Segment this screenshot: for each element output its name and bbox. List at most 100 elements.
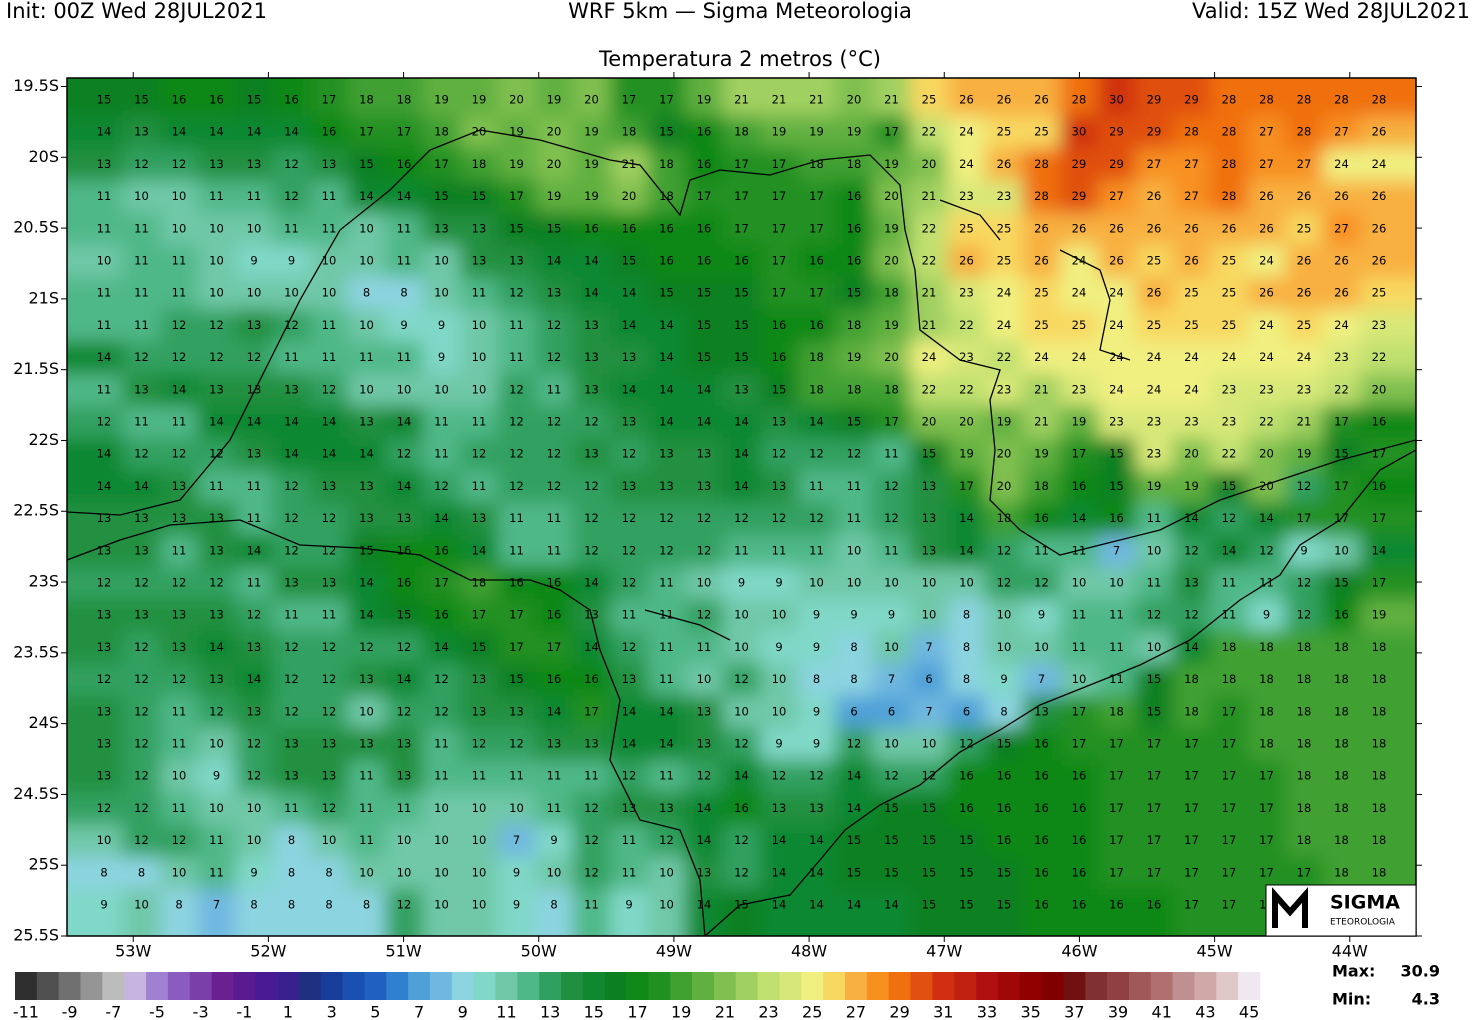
- temperature-label: 29: [1184, 93, 1199, 107]
- temperature-label: 18: [1372, 737, 1387, 751]
- temperature-label: 11: [659, 608, 674, 622]
- temperature-label: 22: [922, 221, 937, 235]
- temperature-label: 13: [97, 769, 112, 783]
- logo-mark: [1272, 887, 1308, 928]
- temperature-cell: [272, 631, 311, 664]
- temperature-cell: [272, 470, 311, 503]
- temperature-label: 17: [772, 157, 787, 171]
- temperature-label: 26: [1147, 221, 1162, 235]
- temperature-label: 29: [1109, 157, 1124, 171]
- temperature-cell: [722, 244, 761, 278]
- temperature-cell: [1022, 438, 1061, 471]
- temperature-label: 12: [322, 543, 337, 557]
- x-tick-label: 52W: [250, 942, 286, 961]
- temperature-label: 15: [659, 125, 674, 139]
- temperature-cell: [385, 341, 424, 375]
- temperature-cell: [835, 663, 874, 697]
- temperature-cell: [872, 695, 911, 729]
- temperature-label: 28: [1072, 93, 1087, 107]
- temperature-cell: [1285, 438, 1324, 471]
- temperature-cell: [422, 888, 461, 936]
- x-tick-label: 51W: [385, 942, 421, 961]
- temperature-cell: [1097, 502, 1136, 536]
- colorbar-label: 33: [977, 1003, 997, 1020]
- temperature-cell: [272, 856, 311, 890]
- temperature-label: 9: [813, 608, 820, 622]
- temperature-label: 24: [1034, 350, 1049, 364]
- temperature-label: 11: [359, 350, 374, 364]
- temperature-cell: [1022, 888, 1061, 936]
- temperature-label: 12: [997, 576, 1012, 590]
- temperature-label: 14: [247, 125, 262, 139]
- temperature-cell: [1285, 824, 1324, 858]
- temperature-label: 10: [922, 608, 937, 622]
- temperature-label: 7: [1113, 543, 1120, 557]
- temperature-label: 25: [1184, 318, 1199, 332]
- temperature-cell: [1060, 309, 1099, 342]
- temperature-cell: [685, 470, 724, 503]
- temperature-label: 13: [584, 318, 599, 332]
- temperature-cell: [272, 148, 311, 181]
- temperature-label: 10: [434, 833, 449, 847]
- temperature-cell: [1097, 631, 1136, 664]
- temperature-label: 12: [997, 543, 1012, 557]
- temperature-cell: [1285, 373, 1324, 407]
- temperature-label: 22: [1222, 447, 1237, 461]
- temperature-cell: [122, 856, 161, 890]
- temperature-label: 18: [1334, 704, 1349, 718]
- temperature-cell: [497, 212, 536, 246]
- temperature-label: 15: [697, 286, 712, 300]
- temperature-label: 11: [172, 801, 187, 815]
- temperature-cell: [647, 148, 686, 181]
- temperature-label: 22: [959, 382, 974, 396]
- temperature-cell: [910, 116, 949, 149]
- temperature-cell: [835, 631, 874, 664]
- temperature-cell: [1060, 760, 1099, 793]
- temperature-cell: [985, 244, 1024, 278]
- colorbar-box: [1019, 972, 1042, 1000]
- temperature-cell: [947, 824, 986, 858]
- colorbar-box: [408, 972, 431, 1000]
- temperature-cell: [235, 438, 274, 471]
- temperature-cell: [797, 856, 836, 890]
- temperature-label: 7: [213, 898, 220, 912]
- temperature-cell: [272, 78, 311, 117]
- colorbar-box: [1172, 972, 1195, 1000]
- temperature-label: 11: [734, 543, 749, 557]
- temperature-label: 11: [1072, 543, 1087, 557]
- temperature-cell: [460, 599, 499, 632]
- temperature-cell: [347, 180, 386, 214]
- temperature-label: 14: [209, 640, 224, 654]
- temperature-label: 14: [584, 640, 599, 654]
- temperature-label: 14: [434, 511, 449, 525]
- temperature-cell: [460, 695, 499, 729]
- colorbar-box: [167, 972, 191, 1000]
- temperature-label: 25: [1072, 318, 1087, 332]
- temperature-label: 10: [359, 254, 374, 268]
- temperature-cell: [347, 727, 386, 761]
- temperature-label: 9: [775, 737, 782, 751]
- temperature-label: 17: [809, 286, 824, 300]
- temperature-cell: [572, 792, 611, 825]
- temperature-cell: [985, 856, 1024, 890]
- temperature-label: 26: [1109, 254, 1124, 268]
- temperature-cell: [1135, 277, 1174, 310]
- temperature-cell: [797, 824, 836, 858]
- temperature-label: 10: [659, 898, 674, 912]
- temperature-cell: [1022, 373, 1061, 407]
- temperature-label: 20: [884, 254, 899, 268]
- temperature-cell: [872, 373, 911, 407]
- temperature-cell: [1060, 373, 1099, 407]
- temperature-label: 11: [97, 221, 112, 235]
- temperature-label: 13: [322, 157, 337, 171]
- temperature-label: 24: [1072, 350, 1087, 364]
- temperature-label: 13: [397, 769, 412, 783]
- temperature-label: 12: [247, 737, 262, 751]
- temperature-cell: [497, 856, 536, 890]
- temperature-cell: [685, 116, 724, 149]
- temperature-cell: [610, 631, 649, 664]
- temperature-cell: [385, 277, 424, 310]
- temperature-cell: [235, 856, 274, 890]
- temperature-label: 15: [959, 833, 974, 847]
- temperature-label: 18: [847, 382, 862, 396]
